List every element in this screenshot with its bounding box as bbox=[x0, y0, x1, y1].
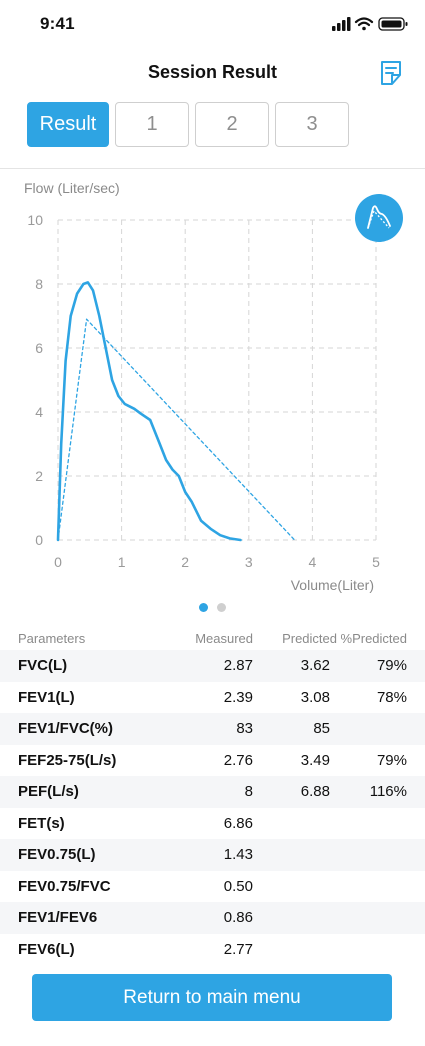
table-row: FET(s) 6.86 bbox=[0, 808, 425, 840]
y-tick-label: 2 bbox=[35, 468, 43, 484]
header-divider bbox=[0, 168, 425, 169]
battery-icon bbox=[378, 17, 408, 31]
flow-curve-icon bbox=[367, 205, 391, 229]
session-tabs: Result 1 2 3 bbox=[27, 102, 349, 147]
y-axis-label: Flow (Liter/sec) bbox=[24, 180, 120, 196]
curve-toggle-button[interactable] bbox=[355, 194, 403, 242]
table-row: FEV1/FEV6 0.86 bbox=[0, 902, 425, 934]
measured-value: 83 bbox=[236, 720, 253, 737]
wifi-icon bbox=[354, 17, 374, 31]
param-name: FET(s) bbox=[18, 814, 65, 832]
x-tick-label: 4 bbox=[309, 554, 317, 570]
tab-trial-2[interactable]: 2 bbox=[195, 102, 269, 147]
measured-value: 1.43 bbox=[223, 846, 253, 863]
measured-value: 2.76 bbox=[223, 751, 253, 769]
param-name: PEF(L/s) bbox=[18, 783, 79, 800]
measured-value: 2.87 bbox=[223, 657, 253, 674]
status-time: 9:41 bbox=[40, 14, 75, 33]
pct-predicted-value: 78% bbox=[376, 688, 407, 706]
predicted-value: 85 bbox=[313, 720, 330, 737]
y-tick-label: 8 bbox=[35, 276, 43, 292]
param-name: FEV0.75(L) bbox=[18, 846, 96, 863]
measured-value: 6.86 bbox=[223, 814, 253, 832]
y-tick-label: 6 bbox=[35, 340, 43, 356]
pager-dot-1[interactable] bbox=[199, 603, 208, 612]
param-name: FEV1(L) bbox=[18, 688, 75, 706]
param-name: FVC(L) bbox=[18, 657, 68, 674]
return-main-menu-button[interactable]: Return to main menu bbox=[32, 974, 392, 1021]
pct-predicted-value: 79% bbox=[376, 751, 407, 769]
status-icons bbox=[332, 17, 408, 31]
x-tick-label: 0 bbox=[54, 554, 62, 570]
x-axis-label: Volume(Liter) bbox=[291, 577, 374, 593]
tab-result[interactable]: Result bbox=[27, 102, 109, 147]
table-row: FEV6(L) 2.77 bbox=[0, 934, 425, 966]
header-parameters: Parameters bbox=[18, 631, 86, 646]
measured-value: 0.86 bbox=[223, 909, 253, 926]
table-row: FEV1(L) 2.39 3.08 78% bbox=[0, 682, 425, 714]
parameters-table: Parameters Measured Predicted %Predicted… bbox=[0, 628, 425, 965]
predicted-value: 6.88 bbox=[300, 783, 330, 800]
tab-trial-3[interactable]: 3 bbox=[275, 102, 349, 147]
predicted-curve bbox=[57, 318, 296, 541]
table-row: PEF(L/s) 8 6.88 116% bbox=[0, 776, 425, 808]
y-tick-label: 0 bbox=[35, 532, 43, 548]
measured-value: 2.77 bbox=[223, 940, 253, 958]
param-name: FEV1/FEV6 bbox=[18, 909, 98, 926]
x-tick-label: 3 bbox=[245, 554, 253, 570]
table-row: FEV0.75(L) 1.43 bbox=[0, 839, 425, 871]
y-tick-label: 4 bbox=[35, 404, 43, 420]
param-name: FEF25-75(L/s) bbox=[18, 751, 117, 769]
pager-dot-2[interactable] bbox=[217, 603, 226, 612]
x-tick-label: 5 bbox=[372, 554, 380, 570]
predicted-value: 3.62 bbox=[300, 657, 330, 674]
x-tick-label: 2 bbox=[181, 554, 189, 570]
predicted-value: 3.08 bbox=[300, 688, 330, 706]
param-name: FEV6(L) bbox=[18, 940, 75, 958]
measured-value: 8 bbox=[244, 783, 253, 800]
predicted-value: 3.49 bbox=[300, 751, 330, 769]
header-measured: Measured bbox=[195, 631, 253, 646]
table-row: FEV0.75/FVC 0.50 bbox=[0, 871, 425, 903]
flow-volume-chart: 0 1 2 3 4 5 0 2 4 6 8 10 Flow (Liter/sec) Volume(Lite… bbox=[24, 180, 380, 593]
header-pct-predicted: %Predicted bbox=[340, 631, 407, 646]
y-tick-label: 10 bbox=[27, 212, 43, 228]
table-header: Parameters Measured Predicted %Predicted bbox=[0, 628, 425, 650]
param-name: FEV1/FVC(%) bbox=[18, 720, 114, 737]
header-predicted: Predicted bbox=[282, 631, 337, 646]
page-title: Session Result bbox=[147, 62, 278, 82]
measured-value: 0.50 bbox=[223, 877, 253, 895]
table-row: FVC(L) 2.87 3.62 79% bbox=[0, 650, 425, 682]
table-row: FEF25-75(L/s) 2.76 3.49 79% bbox=[0, 745, 425, 777]
tab-trial-1[interactable]: 1 bbox=[115, 102, 189, 147]
chart-pager bbox=[0, 603, 425, 612]
pct-predicted-value: 79% bbox=[376, 657, 407, 674]
x-tick-label: 1 bbox=[118, 554, 126, 570]
measured-value: 2.39 bbox=[223, 688, 253, 706]
param-name: FEV0.75/FVC bbox=[18, 877, 111, 895]
measured-curve bbox=[56, 281, 242, 542]
signal-icon bbox=[332, 17, 351, 31]
notes-icon[interactable] bbox=[376, 58, 406, 88]
table-row: FEV1/FVC(%) 83 85 bbox=[0, 713, 425, 745]
pct-predicted-value: 116% bbox=[369, 783, 407, 800]
